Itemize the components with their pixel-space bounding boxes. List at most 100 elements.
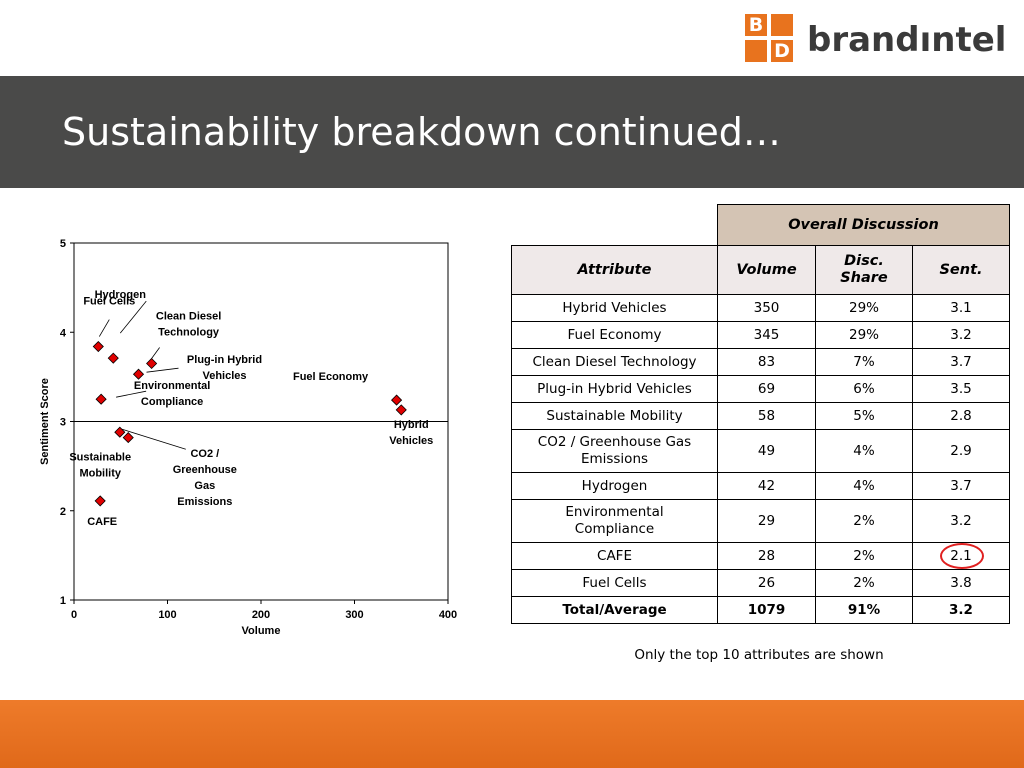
data-point-marker <box>146 357 158 370</box>
data-point-marker <box>92 340 104 353</box>
cell-attribute: Plug-in Hybrid Vehicles <box>511 375 718 403</box>
cell-volume: 49 <box>717 429 816 473</box>
cell-volume: 69 <box>717 375 816 403</box>
cell-share: 6% <box>815 375 913 403</box>
table-row: Fuel Cells 26 2% 3.8 <box>511 569 1010 597</box>
x-tick-label: 300 <box>345 609 363 621</box>
table-footnote: Only the top 10 attributes are shown <box>634 647 884 663</box>
cell-volume: 58 <box>717 402 816 430</box>
cell-sent: 3.2 <box>912 596 1010 624</box>
label-leader-line <box>98 319 110 337</box>
table-row: Environmental Compliance 29 2% 3.2 <box>511 499 1010 543</box>
cell-attribute: Clean Diesel Technology <box>511 348 718 376</box>
data-point-marker <box>395 404 407 416</box>
data-point-label: CO2 / <box>190 448 219 460</box>
logo-mark: B D <box>745 14 795 64</box>
table-row: Clean Diesel Technology 83 7% 3.7 <box>511 348 1010 376</box>
label-leader-line <box>116 390 147 398</box>
data-point-label: Clean Diesel <box>156 310 221 322</box>
cell-sent: 3.7 <box>912 472 1010 500</box>
cell-sent: 3.8 <box>912 569 1010 597</box>
x-tick-label: 0 <box>71 609 77 621</box>
x-tick-label: 200 <box>252 609 270 621</box>
cell-share: 4% <box>815 472 913 500</box>
cell-share: 2% <box>815 499 913 543</box>
y-tick-label: 4 <box>60 327 67 339</box>
table-row: Plug-in Hybrid Vehicles 69 6% 3.5 <box>511 375 1010 403</box>
data-point-marker <box>391 394 403 406</box>
logo-cell-d: D <box>771 40 793 62</box>
label-leader-line <box>151 347 160 359</box>
highlight-ring <box>940 543 984 569</box>
cell-share: 7% <box>815 348 913 376</box>
y-axis-label: Sentiment Score <box>39 378 51 465</box>
data-point-label: CAFE <box>87 516 117 528</box>
brand-logo: B D brandıntel <box>745 14 1006 66</box>
cell-share: 29% <box>815 321 913 349</box>
data-point-label: Gas <box>194 480 215 492</box>
table-total-row: Total/Average 1079 91% 3.2 <box>511 596 1010 624</box>
cell-sent: 2.8 <box>912 402 1010 430</box>
slide-title: Sustainability breakdown continued… <box>62 110 781 154</box>
attributes-table: Overall Discussion Attribute Volume Disc… <box>511 204 1010 624</box>
cell-volume: 83 <box>717 348 816 376</box>
data-point-label: Fuel Economy <box>293 371 369 383</box>
cell-volume: 26 <box>717 569 816 597</box>
table-row: Hydrogen 42 4% 3.7 <box>511 472 1010 500</box>
table-row: CAFE 28 2% 2.1 <box>511 542 1010 570</box>
cell-volume: 350 <box>717 294 816 322</box>
cell-sent: 3.2 <box>912 321 1010 349</box>
col-header-sent: Sent. <box>912 245 1010 295</box>
cell-share: 91% <box>815 596 913 624</box>
cell-share: 2% <box>815 569 913 597</box>
brand-name: brandıntel <box>807 20 1007 60</box>
table-row: Sustainable Mobility 58 5% 2.8 <box>511 402 1010 430</box>
cell-attribute: Sustainable Mobility <box>511 402 718 430</box>
label-leader-line <box>146 367 179 373</box>
cell-attribute: CAFE <box>511 542 718 570</box>
data-point-label: Environmental <box>134 380 210 392</box>
data-point-label: Compliance <box>141 396 203 408</box>
data-point-marker <box>122 431 134 444</box>
data-point-marker <box>94 495 106 507</box>
data-point-label: Plug-in Hybrid <box>187 354 262 366</box>
label-leader-line <box>119 300 147 334</box>
cell-volume: 42 <box>717 472 816 500</box>
y-tick-label: 3 <box>60 417 66 429</box>
cell-attribute: Hybrid Vehicles <box>511 294 718 322</box>
data-point-label: Fuel Cells <box>83 296 135 308</box>
data-point-label: Vehicles <box>202 370 246 382</box>
data-point-marker <box>95 393 107 405</box>
table-blank-corner <box>511 204 718 246</box>
cell-share: 5% <box>815 402 913 430</box>
cell-share: 4% <box>815 429 913 473</box>
cell-attribute: Fuel Economy <box>511 321 718 349</box>
data-point-label: Technology <box>158 326 220 338</box>
data-point-label: Vehicles <box>389 435 433 447</box>
cell-volume: 1079 <box>717 596 816 624</box>
data-point-label: Mobility <box>79 468 121 480</box>
cell-volume: 345 <box>717 321 816 349</box>
title-band: Sustainability breakdown continued… <box>0 76 1024 188</box>
data-point-marker <box>107 352 119 364</box>
logo-cell-b: B <box>745 14 767 36</box>
col-header-attribute: Attribute <box>511 245 718 295</box>
cell-volume: 28 <box>717 542 816 570</box>
cell-sent: 3.7 <box>912 348 1010 376</box>
x-tick-label: 400 <box>439 609 457 621</box>
data-point-label: Hybrid <box>394 419 429 431</box>
logo-cell <box>745 40 767 62</box>
cell-attribute: Environmental Compliance <box>511 499 718 543</box>
label-leader-line <box>118 427 186 450</box>
cell-share: 29% <box>815 294 913 322</box>
col-header-volume: Volume <box>717 245 816 295</box>
data-point-label: Greenhouse <box>173 464 237 476</box>
cell-sent: 2.9 <box>912 429 1010 473</box>
table-row: Hybrid Vehicles 350 29% 3.1 <box>511 294 1010 322</box>
table-row: CO2 / Greenhouse Gas Emissions 49 4% 2.9 <box>511 429 1010 473</box>
y-tick-label: 1 <box>60 595 66 607</box>
cell-sent-highlighted: 2.1 <box>912 542 1010 570</box>
logo-cell <box>771 14 793 36</box>
sentiment-volume-scatter-chart: 0 100 200 300 400 1 2 3 4 5 Volume Sentiment Score H… <box>39 238 457 637</box>
cell-attribute: Fuel Cells <box>511 569 718 597</box>
